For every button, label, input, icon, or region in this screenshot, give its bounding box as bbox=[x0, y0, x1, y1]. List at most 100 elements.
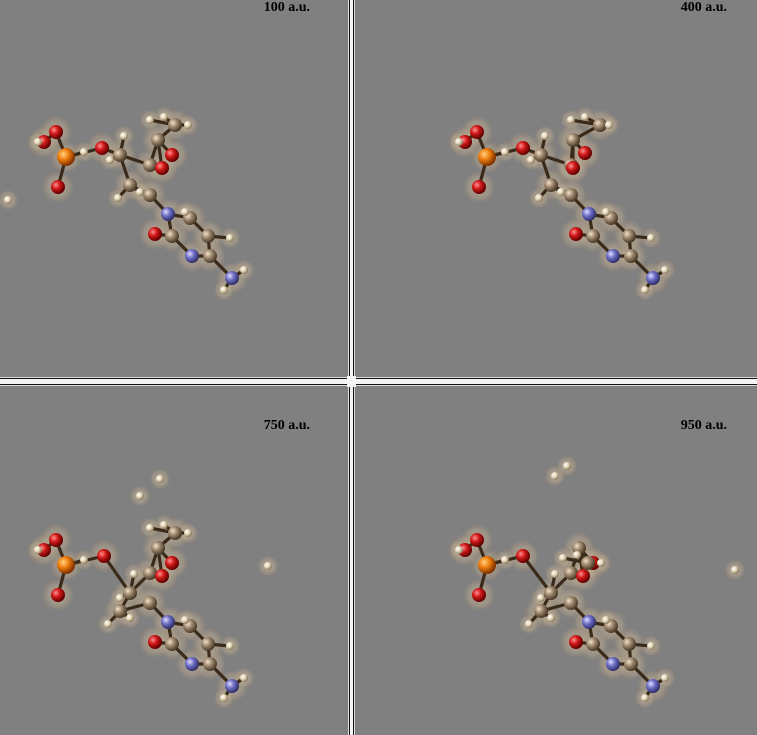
panel-label: 100 a.u. bbox=[263, 0, 310, 15]
hydrogen-atom bbox=[184, 121, 192, 129]
nitrogen-atom bbox=[161, 207, 175, 221]
hydrogen-atom bbox=[661, 266, 669, 274]
carbon-atom bbox=[564, 566, 578, 580]
carbon-atom bbox=[566, 133, 580, 147]
carbon-atom bbox=[143, 566, 157, 580]
hydrogen-atom bbox=[647, 234, 655, 242]
carbon-atom bbox=[624, 249, 638, 263]
hydrogen-atom bbox=[602, 208, 610, 216]
hydrogen-atom bbox=[126, 614, 134, 622]
bond bbox=[521, 554, 553, 595]
carbon-atom bbox=[586, 229, 600, 243]
carbon-atom bbox=[581, 556, 595, 570]
carbon-atom bbox=[168, 118, 182, 132]
carbon-atom bbox=[201, 637, 215, 651]
hydrogen-atom bbox=[136, 188, 144, 196]
hydrogen-atom bbox=[226, 234, 234, 242]
oxygen-atom bbox=[165, 148, 179, 162]
nitrogen-atom bbox=[646, 271, 660, 285]
hydrogen-atom bbox=[731, 566, 739, 574]
hydrogen-atom bbox=[525, 620, 533, 628]
molecule-render bbox=[448, 106, 676, 301]
carbon-atom bbox=[143, 596, 157, 610]
oxygen-atom bbox=[472, 180, 486, 194]
oxygen-atom bbox=[470, 533, 484, 547]
hydrogen-atom bbox=[567, 116, 575, 124]
hydrogen-atom bbox=[220, 286, 228, 294]
molecule-render bbox=[27, 468, 279, 709]
hydrogen-atom bbox=[455, 546, 463, 554]
carbon-atom bbox=[622, 637, 636, 651]
splitter-crosshair[interactable] bbox=[347, 376, 356, 387]
hydrogen-atom bbox=[34, 546, 42, 554]
hydrogen-atom bbox=[120, 132, 128, 140]
hydrogen-atom bbox=[641, 286, 649, 294]
carbon-atom bbox=[534, 148, 548, 162]
panel-400-au: 400 a.u. bbox=[355, 0, 757, 377]
electron-density-cloud bbox=[27, 468, 279, 709]
atoms bbox=[4, 113, 248, 294]
carbon-atom bbox=[544, 586, 558, 600]
nitrogen-atom bbox=[185, 249, 199, 263]
oxygen-atom bbox=[516, 549, 530, 563]
oxygen-atom bbox=[37, 135, 51, 149]
carbon-atom bbox=[622, 229, 636, 243]
nitrogen-atom bbox=[606, 657, 620, 671]
carbon-atom bbox=[168, 526, 182, 540]
hydrogen-atom bbox=[597, 559, 605, 567]
nitrogen-atom bbox=[646, 679, 660, 693]
nitrogen-atom bbox=[582, 207, 596, 221]
electron-density-cloud bbox=[448, 455, 746, 709]
nitrogen-atom bbox=[161, 615, 175, 629]
hydrogen-atom bbox=[80, 556, 88, 564]
hydrogen-atom bbox=[136, 492, 144, 500]
carbon-atom bbox=[113, 604, 127, 618]
oxygen-atom bbox=[37, 543, 51, 557]
hydrogen-atom bbox=[527, 156, 535, 164]
nitrogen-atom bbox=[606, 249, 620, 263]
hydrogen-atom bbox=[264, 562, 272, 570]
carbon-atom bbox=[564, 596, 578, 610]
phosphorus-atom bbox=[478, 148, 496, 166]
carbon-atom bbox=[143, 158, 157, 172]
oxygen-atom bbox=[49, 533, 63, 547]
hydrogen-atom bbox=[557, 188, 565, 196]
vertical-splitter[interactable] bbox=[348, 0, 355, 735]
hydrogen-atom bbox=[181, 616, 189, 624]
carbon-atom bbox=[586, 637, 600, 651]
oxygen-atom bbox=[578, 146, 592, 160]
hydrogen-atom bbox=[156, 475, 164, 483]
oxygen-atom bbox=[148, 635, 162, 649]
oxygen-atom bbox=[95, 141, 109, 155]
oxygen-atom bbox=[569, 635, 583, 649]
panel-label: 750 a.u. bbox=[263, 418, 310, 433]
oxygen-atom bbox=[165, 556, 179, 570]
oxygen-atom bbox=[97, 549, 111, 563]
bond bbox=[102, 554, 132, 595]
hydrogen-atom bbox=[647, 642, 655, 650]
hydrogen-atom bbox=[160, 113, 168, 121]
carbon-atom bbox=[143, 188, 157, 202]
horizontal-splitter[interactable] bbox=[0, 377, 757, 386]
hydrogen-atom bbox=[559, 554, 567, 562]
hydrogen-atom bbox=[551, 472, 559, 480]
panel-950-au: 950 a.u. bbox=[355, 386, 757, 735]
hydrogen-atom bbox=[573, 551, 581, 559]
oxygen-atom bbox=[49, 125, 63, 139]
hydrogen-atom bbox=[146, 524, 154, 532]
molecule-render bbox=[448, 455, 746, 709]
oxygen-atom bbox=[155, 569, 169, 583]
panel-label: 950 a.u. bbox=[680, 418, 727, 433]
atoms bbox=[455, 113, 669, 294]
oxygen-atom bbox=[51, 180, 65, 194]
carbon-atom bbox=[203, 657, 217, 671]
hydrogen-atom bbox=[551, 570, 559, 578]
hydrogen-atom bbox=[130, 570, 138, 578]
hydrogen-atom bbox=[181, 208, 189, 216]
oxygen-atom bbox=[148, 227, 162, 241]
phosphorus-atom bbox=[57, 148, 75, 166]
oxygen-atom bbox=[472, 588, 486, 602]
hydrogen-atom bbox=[547, 614, 555, 622]
carbon-atom bbox=[123, 178, 137, 192]
hydrogen-atom bbox=[541, 132, 549, 140]
